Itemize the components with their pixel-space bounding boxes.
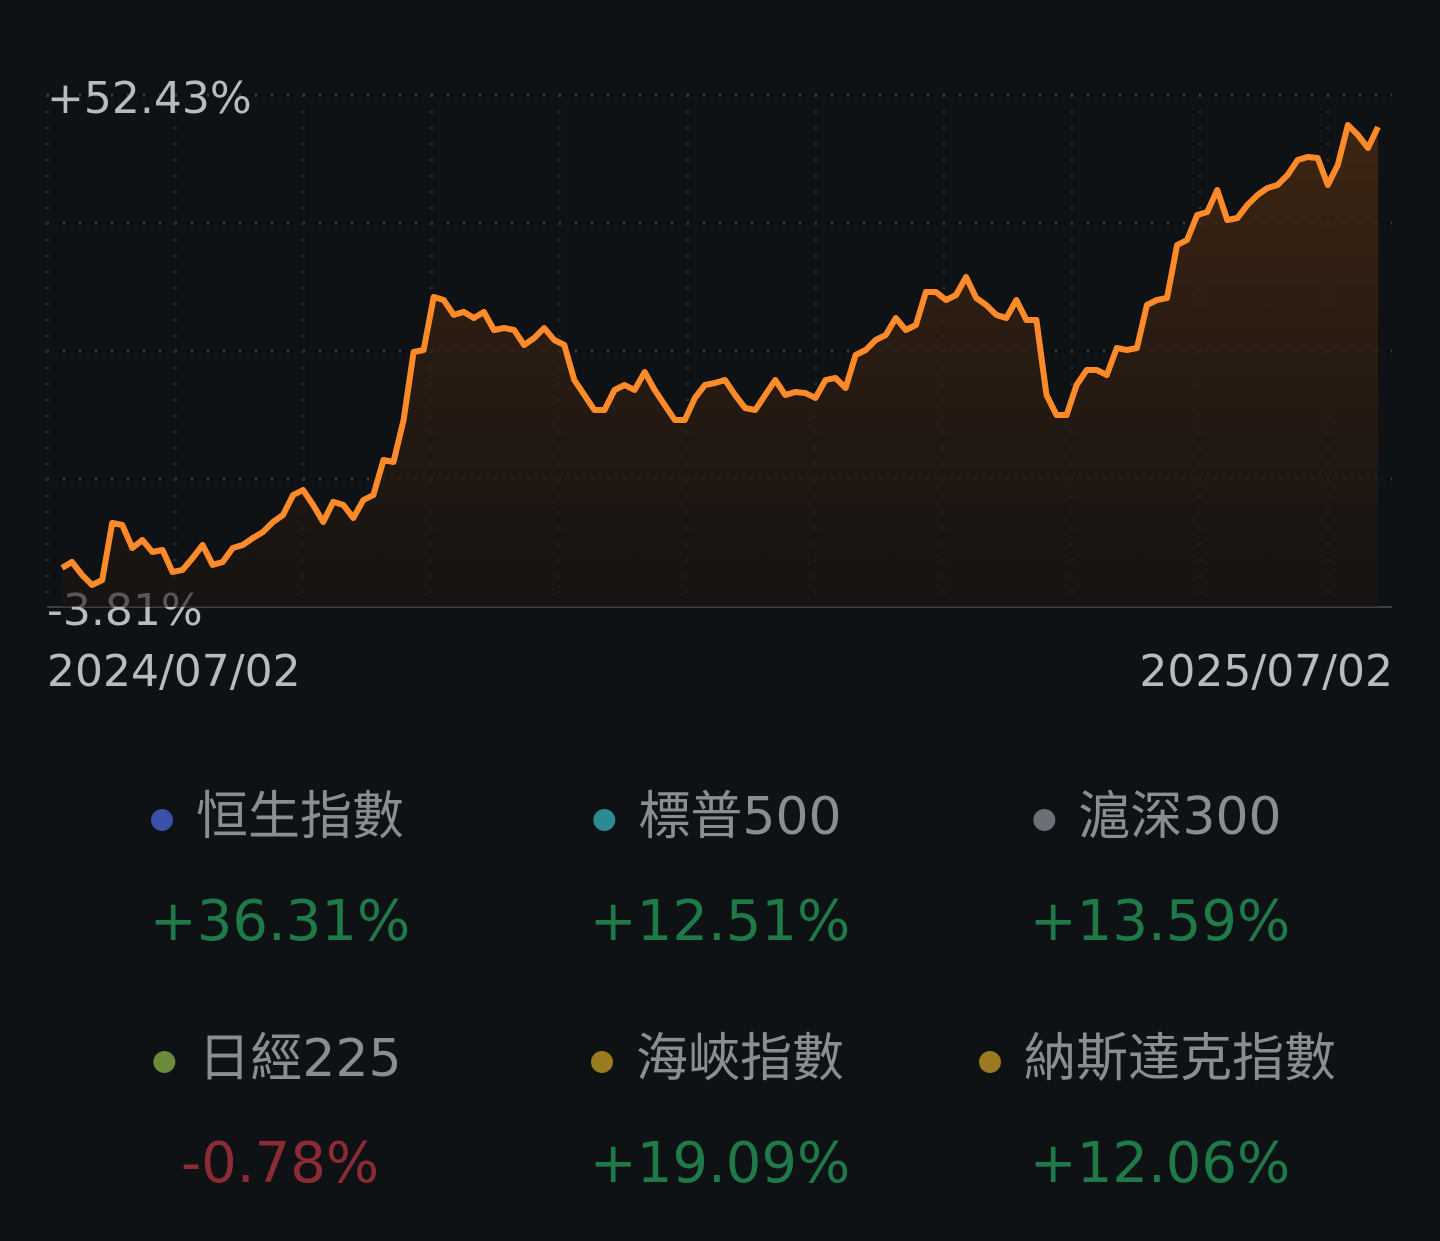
benchmark-dot (590, 1051, 613, 1073)
benchmark-name: 恒生指數 (196, 787, 404, 847)
benchmark-dot (150, 809, 173, 831)
y-tick-label: +52.43% (47, 73, 252, 124)
benchmark-name: 日經225 (198, 1029, 401, 1089)
benchmark-dot (1033, 809, 1056, 831)
benchmark-change: +12.06% (1030, 1131, 1290, 1196)
benchmark-dot (593, 809, 616, 831)
benchmark-change: +13.59% (1030, 889, 1290, 954)
x-end-label: 2025/07/02 (1139, 646, 1393, 697)
benchmark-change: +19.09% (590, 1131, 850, 1196)
benchmark-dot (978, 1051, 1001, 1073)
benchmark-dot (153, 1051, 176, 1073)
line (60, 122, 1381, 588)
benchmark-name: 滬深300 (1078, 787, 1281, 847)
area-fill (62, 125, 1378, 607)
benchmark-name: 標普500 (638, 787, 841, 847)
x-start-label: 2024/07/02 (47, 646, 301, 697)
benchmark-change: +12.51% (590, 889, 850, 954)
benchmark-name: 海峽指數 (636, 1029, 844, 1089)
benchmark-change: -0.78% (181, 1131, 379, 1196)
benchmark-name: 納斯達克指數 (1024, 1029, 1336, 1089)
benchmark-change: +36.31% (150, 889, 410, 954)
